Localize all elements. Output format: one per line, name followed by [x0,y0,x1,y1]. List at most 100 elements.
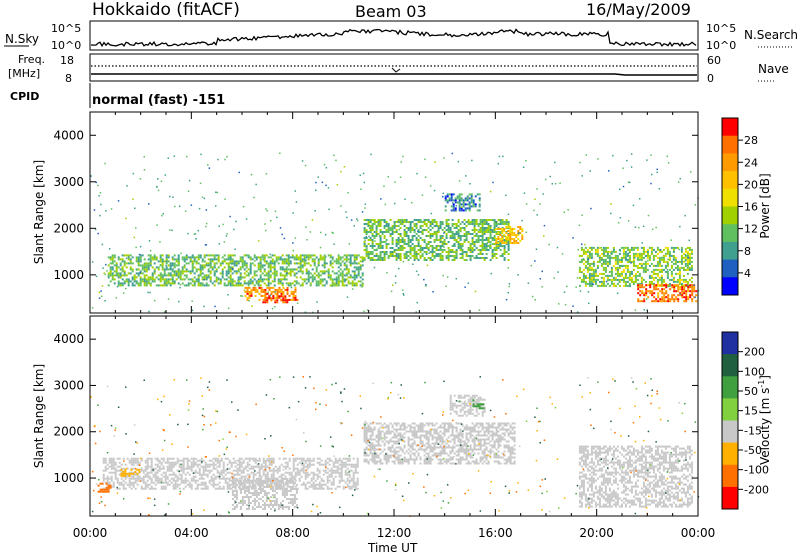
power-cell [253,274,256,277]
velocity-cell [114,461,117,464]
power-cell [686,284,689,287]
power-dot [218,243,221,245]
power-cell [345,260,348,263]
velocity-cell [136,459,139,462]
power-cell [618,248,621,251]
power-cell [163,260,166,263]
power-cell [582,262,585,265]
power-cell [187,256,190,259]
velocity-cell [245,496,248,498]
power-dot [678,248,680,251]
velocity-cell [250,467,253,470]
power-cell [369,239,372,241]
power-cell [251,280,254,283]
power-dot [254,260,256,262]
power-cell [379,253,382,255]
power-cell [586,266,589,269]
power-cell [645,290,648,293]
velocity-cell [116,479,119,482]
velocity-cell [224,479,227,482]
power-cell [616,262,619,265]
power-cell [309,276,312,279]
power-cell [245,270,248,273]
velocity-cell [269,500,272,502]
power-dot [656,171,658,174]
power-cell [511,230,514,232]
power-cell [399,233,402,235]
velocity-cell [178,487,181,490]
power-cell [435,253,438,255]
power-cell [393,251,396,253]
power-cell [675,290,678,293]
power-cell [335,262,338,265]
velocity-cell [243,484,246,486]
power-cell [205,264,208,267]
power-cell [606,264,609,267]
power-cell [473,243,476,245]
power-cell [608,256,611,259]
velocity-cell [224,469,227,472]
velocity-cell [190,487,193,490]
velocity-cell [256,471,259,474]
power-cell [429,229,432,231]
velocity-cell [166,457,169,460]
power-cell [263,282,266,285]
power-cell [173,280,176,283]
power-cell [453,233,456,235]
velocity-cell [222,465,225,468]
power-cell [641,290,644,293]
power-dot [380,198,382,200]
velocity-cell [146,483,149,486]
power-dot [659,249,662,251]
power-dot [563,291,566,293]
power-dot [350,219,353,221]
power-cell [467,247,470,249]
power-cell [669,298,672,301]
power-cell [405,253,408,255]
power-dot [364,239,366,241]
power-cell [345,264,348,267]
power-cell [634,278,637,281]
power-cell [661,284,664,287]
velocity-cell [218,473,221,476]
velocity-cell [312,485,315,488]
power-cell [433,239,436,241]
power-dot [305,259,307,262]
power-cell [578,270,581,273]
velocity-cell [267,504,270,506]
power-cell [159,260,162,263]
power-cell [379,255,382,257]
power-cell [111,266,114,269]
power-cell [415,239,418,241]
power-cell [215,270,218,273]
power-cell [258,298,261,301]
velocity-cell [269,480,272,482]
power-cell [323,284,326,287]
power-cell [268,295,271,298]
power-cell [632,282,635,285]
power-cell [417,241,420,243]
power-cell [389,233,392,235]
power-dot [100,290,102,292]
power-cell [423,229,426,231]
power-cell [612,284,615,287]
power-cell [678,268,681,271]
power-cell [377,233,380,235]
power-cell [267,256,270,259]
power-cell [389,255,392,257]
velocity-cell [302,469,305,472]
power-cell [479,257,482,259]
power-cell [297,256,300,259]
velocity-cell [184,481,187,484]
power-cell [658,270,661,273]
power-cell [457,225,460,227]
power-cell [233,260,236,263]
power-cell [250,290,253,293]
power-cell [257,278,260,281]
power-cell [626,276,629,279]
power-cell [267,270,270,273]
power-cell [269,260,272,263]
power-cell [307,254,310,257]
power-cell [139,270,142,273]
power-dot [231,263,233,265]
